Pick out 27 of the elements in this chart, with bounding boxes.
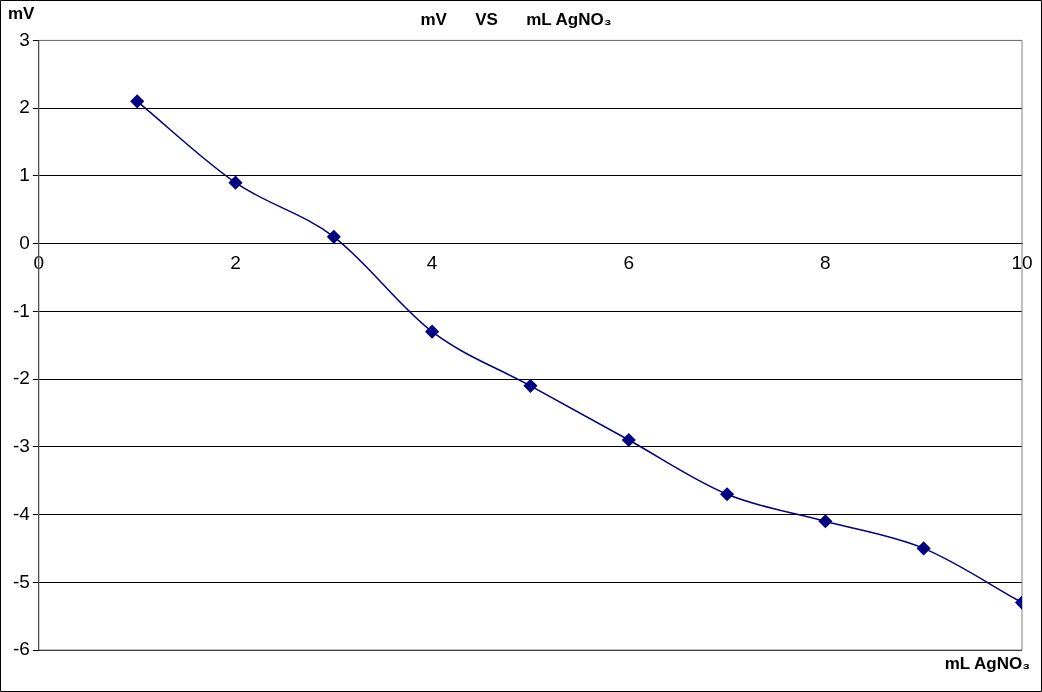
x-axis-title: mL AgNO₃	[944, 654, 1030, 674]
y-tick-label: 3	[19, 28, 30, 50]
point	[818, 514, 833, 529]
chart-title: mV VS mL AgNO₃	[420, 9, 612, 29]
y-tick-label: 2	[19, 96, 30, 118]
point	[916, 541, 931, 556]
x-tick-label: 2	[230, 252, 241, 274]
point	[228, 175, 243, 190]
point	[523, 379, 538, 393]
x-tick-label: 6	[623, 252, 635, 274]
x-tick-label: 8	[820, 252, 831, 274]
point	[720, 487, 734, 501]
y-tick-label: -3	[12, 435, 30, 457]
y-tick-label: -1	[12, 299, 30, 321]
point	[327, 230, 341, 244]
y-tick-label: -6	[12, 638, 30, 660]
y-axis-title: mV	[8, 4, 36, 24]
x-tick-label: 4	[426, 252, 438, 274]
y-tick-label: 0	[19, 231, 30, 253]
point	[622, 433, 636, 447]
y-tick-label: -5	[12, 570, 30, 592]
point	[425, 324, 439, 339]
x-tick-label: 10	[1011, 252, 1033, 274]
y-tick-label: 1	[19, 164, 30, 186]
y-tick-label: -2	[12, 367, 30, 389]
point	[130, 94, 144, 109]
y-tick-label: -4	[12, 502, 31, 524]
